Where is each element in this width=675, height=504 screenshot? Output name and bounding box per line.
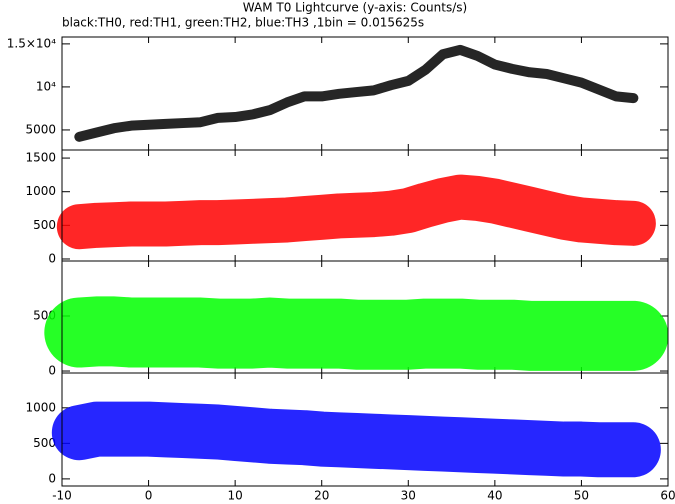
x-tick-label: -10 [52, 489, 72, 503]
y-tick-label: 0 [48, 251, 56, 265]
y-tick-label: 1000 [25, 400, 56, 414]
y-tick-label: 1.5×10⁴ [7, 36, 56, 50]
y-tick-label: 10⁴ [36, 79, 56, 93]
panel-frame [61, 372, 669, 487]
x-tick-label: 30 [401, 489, 416, 503]
y-tick-label: 5000 [25, 122, 56, 136]
y-tick-label: 1000 [25, 184, 56, 198]
light-curve [51, 401, 661, 478]
light-curve [44, 296, 669, 371]
x-tick-label: 10 [228, 489, 243, 503]
y-tick-label: 1500 [25, 151, 56, 165]
chart-title: WAM T0 Lightcurve (y-axis: Counts/s) [243, 1, 467, 15]
x-tick-label: 20 [314, 489, 329, 503]
y-tick-label: 500 [33, 218, 56, 232]
light-curve [56, 174, 656, 250]
y-tick-label: 0 [48, 471, 56, 485]
x-tick-label: 0 [145, 489, 153, 503]
x-tick-label: 40 [487, 489, 502, 503]
light-curve [74, 44, 639, 142]
x-tick-label: 50 [574, 489, 589, 503]
y-tick-label: 500 [33, 436, 56, 450]
x-tick-label: 60 [660, 489, 675, 503]
chart-subtitle: black:TH0, red:TH1, green:TH2, blue:TH3 … [62, 16, 424, 30]
y-tick-label: 0 [48, 364, 56, 378]
